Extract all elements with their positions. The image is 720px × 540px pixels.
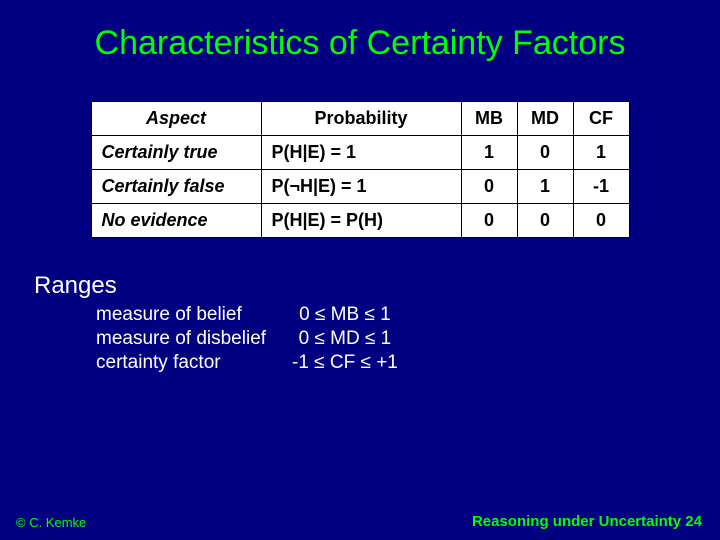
ranges-values: 0 ≤ MB ≤ 1 0 ≤ MD ≤ 1 -1 ≤ CF ≤ +1 [292,304,398,374]
col-mb: MB [461,102,517,136]
cell-cf: 0 [573,204,629,238]
table-row: Certainly false P(¬H|E) = 1 0 1 -1 [91,170,629,204]
cell-mb: 0 [461,204,517,238]
range-label-disbelief: measure of disbelief [96,328,286,350]
cell-probability: P(H|E) = 1 [261,136,461,170]
cell-md: 1 [517,170,573,204]
cell-probability: P(¬H|E) = 1 [261,170,461,204]
page-label: Reasoning under Uncertainty 24 [472,513,702,530]
cell-md: 0 [517,136,573,170]
table-row: Certainly true P(H|E) = 1 1 0 1 [91,136,629,170]
cell-cf: -1 [573,170,629,204]
factors-table-wrap: Aspect Probability MB MD CF Certainly tr… [0,101,720,238]
col-aspect: Aspect [91,102,261,136]
cell-aspect: No evidence [91,204,261,238]
cell-aspect: Certainly false [91,170,261,204]
table-row: No evidence P(H|E) = P(H) 0 0 0 [91,204,629,238]
page-title: Characteristics of Certainty Factors [0,0,720,89]
cell-mb: 1 [461,136,517,170]
copyright: © C. Kemke [16,515,86,530]
col-md: MD [517,102,573,136]
cell-mb: 0 [461,170,517,204]
cell-probability: P(H|E) = P(H) [261,204,461,238]
factors-table: Aspect Probability MB MD CF Certainly tr… [91,101,630,238]
ranges-body: measure of belief measure of disbelief c… [96,304,720,374]
range-value-belief: 0 ≤ MB ≤ 1 [299,304,391,326]
range-label-cf: certainty factor [96,352,286,374]
cell-aspect: Certainly true [91,136,261,170]
col-probability: Probability [261,102,461,136]
cell-cf: 1 [573,136,629,170]
cell-md: 0 [517,204,573,238]
ranges-labels: measure of belief measure of disbelief c… [96,304,286,374]
range-value-cf: -1 ≤ CF ≤ +1 [292,352,398,374]
table-header-row: Aspect Probability MB MD CF [91,102,629,136]
col-cf: CF [573,102,629,136]
ranges-heading: Ranges [34,272,720,300]
range-value-disbelief: 0 ≤ MD ≤ 1 [299,328,392,350]
range-label-belief: measure of belief [96,304,286,326]
